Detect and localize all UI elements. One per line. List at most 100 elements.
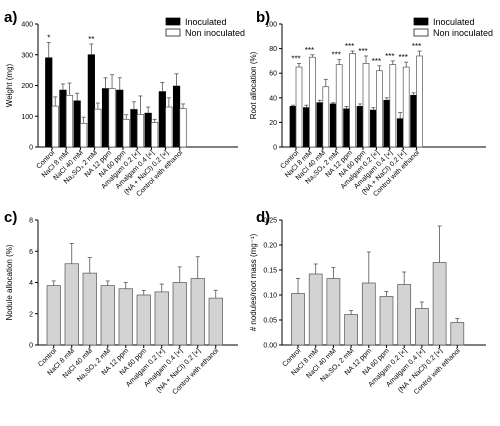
bar [172,282,187,346]
bar [361,282,376,346]
bar [130,109,138,148]
bar [165,106,173,148]
y-tick-label: 6 [29,249,33,256]
bar [316,102,324,148]
bar [144,112,152,148]
bar [172,85,181,148]
legend-swatch-inoculated [413,17,429,26]
bar [158,91,166,148]
bar [389,64,397,148]
bar [151,122,159,148]
bar [94,108,102,148]
bar [415,308,429,346]
bar [450,322,465,346]
y-tick-label: 0.15 [263,268,277,275]
panel-d: d) 0.00 0.05 0.10 0.15 0.20 0.25 # nodules/roo… [249,209,486,396]
y-tick-label: 0 [273,145,277,152]
bar [344,314,358,346]
y-tick-label: 4 [29,280,33,287]
bar [51,105,59,148]
bar [349,53,356,148]
bar [136,114,145,148]
bar [326,278,341,346]
bar [303,107,310,148]
legend-swatch-non-inoculated [413,28,429,37]
bar [416,55,423,148]
bar [80,122,88,148]
bar [356,106,364,148]
legend-label-inoculated: Inoculated [433,17,475,27]
y-tick-label: 0 [29,343,33,350]
bar [64,263,79,346]
bar [432,262,447,346]
significance-label: *** [358,47,367,56]
significance-label: *** [399,53,408,62]
bar [322,86,330,148]
bar [65,94,74,148]
y-tick-label: 0.10 [263,293,277,300]
legend-swatch-inoculated [165,17,181,26]
bar [397,284,412,346]
bar [59,89,67,148]
bar [396,118,404,148]
bar [376,70,383,148]
bar [208,297,223,346]
panel-a-label: a) [4,9,17,26]
y-tick-label: 80 [269,46,277,53]
bar [308,273,323,346]
y-tick-label: 300 [21,52,33,59]
y-tick-label: 400 [21,22,33,29]
legend-label-non-inoculated: Non inoculated [185,28,245,38]
bar [379,296,394,346]
bar [122,118,130,148]
significance-label: *** [305,46,314,55]
legend-label-inoculated: Inoculated [185,17,227,27]
panel-c-label: c) [4,209,17,226]
significance-label: * [47,33,50,42]
bar [136,294,151,346]
bar [116,89,124,148]
y-tick-label: 0 [29,145,33,152]
significance-label: *** [372,57,381,66]
bar [335,64,343,148]
y-tick-label: 8 [29,218,33,225]
bar [82,272,97,346]
bar [291,293,305,346]
y-tick-label: 200 [21,83,33,90]
y-axis-label: Weight (mg) [5,63,14,107]
y-tick-label: 0.05 [263,318,277,325]
y-tick-label: 20 [269,120,277,127]
bar [118,288,133,346]
y-tick-label: 100 [265,22,277,29]
y-axis-label: Nodule allocation (%) [5,244,14,320]
bar [383,99,391,148]
bar [295,66,303,148]
bar [370,109,377,148]
bar [100,285,115,346]
y-tick-label: 0.20 [263,243,277,250]
bar [45,57,53,148]
bar [309,56,316,148]
y-tick-label: 0.25 [263,218,277,225]
significance-label: *** [412,42,421,51]
bar [101,88,110,148]
bar [362,63,370,148]
y-tick-label: 100 [21,114,33,121]
legend-swatch-non-inoculated [165,28,181,37]
y-axis-label: # nodules/root mass (mg⁻¹) [249,233,258,331]
bar [190,278,205,346]
significance-label: ** [88,35,94,44]
y-tick-label: 40 [269,95,277,102]
y-tick-label: 0.00 [263,343,277,350]
panel-d-label: d) [256,209,270,226]
significance-label: *** [291,54,300,63]
bar [73,100,81,148]
bar [329,103,337,148]
bar [179,108,187,148]
panel-b-label: b) [256,9,270,26]
significance-label: *** [345,42,354,51]
